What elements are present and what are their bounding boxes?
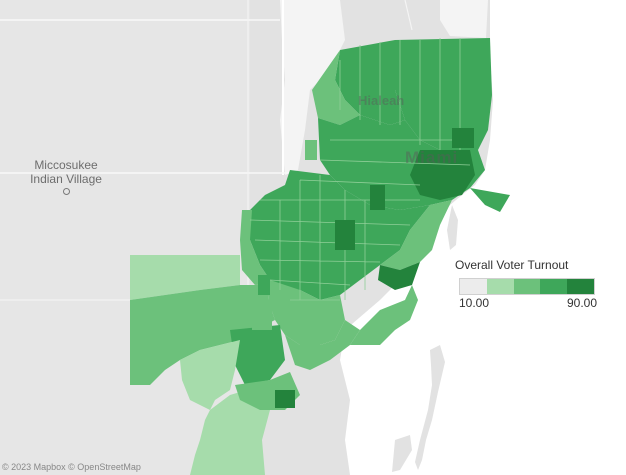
region-north-central-block[interactable] (335, 40, 405, 125)
city-label-miami: Miami (405, 148, 459, 167)
region-south-central[interactable] (285, 320, 360, 370)
legend-title: Overall Voter Turnout (455, 258, 569, 272)
legend-min-label: 10.00 (459, 296, 490, 310)
region-coastal-south[interactable] (350, 285, 418, 345)
village-name-line1: Miccosukee (34, 158, 98, 172)
legend-color-bar (459, 278, 595, 295)
region-west-suburbs[interactable] (240, 210, 270, 285)
road (404, 0, 413, 31)
village-name-line2: Indian Village (30, 172, 102, 186)
urban-area (280, 0, 345, 175)
region-north-west-block[interactable] (312, 50, 360, 125)
legend-tick-labels: 10.00 90.00 (459, 296, 597, 310)
region-homestead-area[interactable] (180, 340, 270, 475)
color-legend: Overall Voter Turnout 10.00 90.00 (455, 258, 605, 310)
darker-precinct-patches (252, 128, 474, 408)
city-label-hialeah: Hialeah (358, 93, 405, 108)
region-south-central[interactable] (268, 280, 345, 345)
region-biscayne-coast[interactable] (380, 200, 452, 270)
region-north-east-block[interactable] (395, 38, 492, 150)
precinct-borders (249, 38, 471, 301)
island (415, 345, 445, 470)
region-far-south-west[interactable] (130, 255, 240, 300)
map-attribution[interactable]: © 2023 Mapbox © OpenStreetMap (2, 462, 141, 472)
village-marker-icon (62, 188, 70, 195)
region-south-west-block[interactable] (130, 280, 275, 385)
island (392, 435, 412, 472)
water-body (340, 0, 626, 475)
legend-swatch (460, 279, 487, 294)
legend-swatch (486, 279, 514, 294)
miccosukee-village-label: Miccosukee Indian Village (14, 158, 118, 195)
legend-swatch (540, 279, 568, 294)
region-biscayne-coast[interactable] (378, 262, 420, 290)
legend-swatch (567, 279, 594, 294)
region-downtown-core[interactable] (410, 150, 475, 200)
urban-area (440, 0, 488, 38)
island (447, 205, 458, 250)
legend-swatch (513, 279, 541, 294)
legend-max-label: 90.00 (566, 296, 597, 310)
region-biscayne-coast[interactable] (470, 188, 510, 212)
region-south-central[interactable] (230, 325, 285, 385)
